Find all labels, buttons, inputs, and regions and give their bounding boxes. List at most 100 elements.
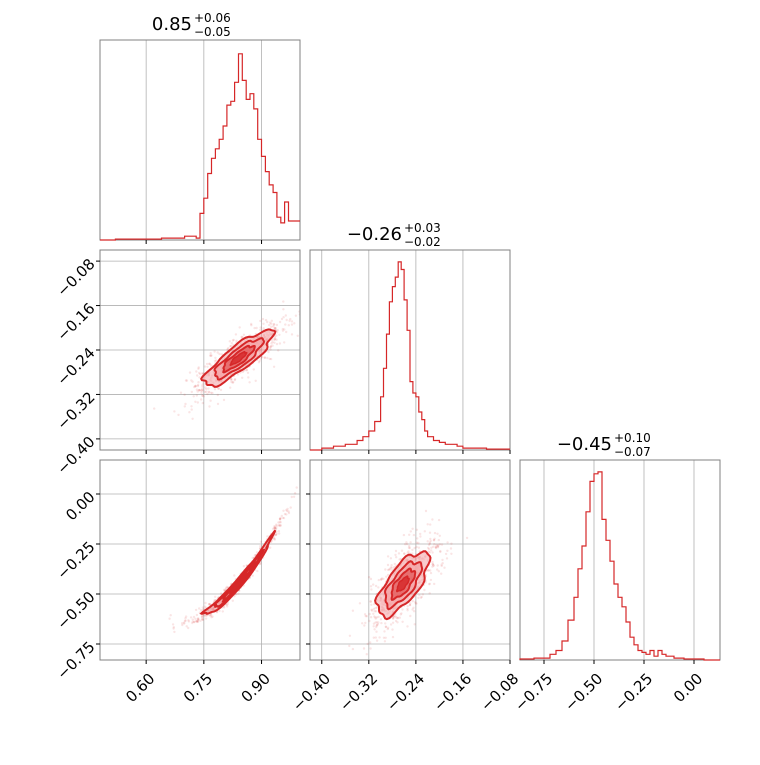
scatter-point <box>208 603 211 606</box>
hist0-title-median: 0.85 <box>152 14 192 35</box>
scatter-point <box>279 524 282 527</box>
scatter-point <box>268 346 272 349</box>
scatter-point <box>280 317 284 321</box>
scatter-point <box>210 613 213 617</box>
scatter-point <box>230 342 233 345</box>
scatter-point <box>225 585 228 589</box>
scatter-point <box>191 417 194 420</box>
scatter-point <box>269 345 273 348</box>
scatter-point <box>259 319 262 323</box>
scatter-point <box>280 514 283 518</box>
scatter-point <box>427 569 430 572</box>
scatter-point <box>205 390 208 393</box>
scatter-point <box>188 371 192 374</box>
scatter-point <box>375 630 378 633</box>
scatter-point <box>226 603 229 606</box>
scatter-point <box>411 608 414 611</box>
scatter-point <box>446 541 449 544</box>
scatter-point <box>233 378 236 382</box>
c10-marks <box>153 300 300 420</box>
scatter-point <box>375 624 379 627</box>
scatter-point <box>375 639 379 642</box>
scatter-point <box>374 610 378 613</box>
scatter-point <box>433 531 437 535</box>
scatter-point <box>426 523 429 526</box>
c10-ylabel-3: −0.32 <box>53 388 98 433</box>
scatter-point <box>438 534 441 537</box>
scatter-point <box>200 389 203 392</box>
scatter-point <box>429 569 432 572</box>
scatter-point <box>241 376 244 379</box>
scatter-point <box>414 600 417 604</box>
c10-ylabel-0: −0.08 <box>53 255 98 300</box>
scatter-point <box>253 326 256 330</box>
hist0-title-upper: +0.06 <box>194 11 231 25</box>
scatter-point <box>288 319 291 322</box>
scatter-point <box>431 563 434 566</box>
scatter-point <box>197 366 200 369</box>
scatter-point <box>431 551 434 554</box>
scatter-point <box>222 398 226 402</box>
scatter-point <box>432 564 435 567</box>
scatter-point <box>184 402 187 406</box>
scatter-point <box>386 555 390 558</box>
scatter-point <box>195 619 198 623</box>
scatter-point <box>226 348 229 351</box>
scatter-point <box>275 524 279 527</box>
scatter-point <box>201 387 204 391</box>
scatter-point <box>277 530 281 533</box>
scatter-point <box>278 523 281 527</box>
scatter-point <box>207 390 210 393</box>
scatter-point <box>259 357 263 360</box>
c21-xlabel-1: −0.32 <box>336 670 381 715</box>
scatter-point <box>278 518 282 521</box>
scatter-point <box>191 620 194 623</box>
scatter-point <box>396 616 400 619</box>
scatter-point <box>277 521 280 524</box>
scatter-point <box>369 600 372 603</box>
scatter-point <box>391 621 395 624</box>
scatter-point <box>278 320 282 324</box>
scatter-point <box>279 524 282 528</box>
scatter-point <box>284 314 287 317</box>
scatter-point <box>380 578 383 581</box>
hist2-xlabel-0: −0.75 <box>511 670 556 715</box>
scatter-point <box>434 546 438 550</box>
scatter-point <box>215 611 219 614</box>
scatter-point <box>278 333 281 336</box>
scatter-point <box>415 528 419 531</box>
scatter-point <box>231 599 234 602</box>
scatter-point <box>194 400 197 403</box>
scatter-point <box>400 612 403 615</box>
scatter-point <box>379 618 383 621</box>
scatter-point <box>412 606 415 609</box>
scatter-point <box>274 337 277 340</box>
scatter-point <box>287 511 291 515</box>
scatter-point <box>229 345 232 348</box>
scatter-point <box>386 627 389 631</box>
scatter-point <box>384 622 387 625</box>
scatter-point <box>372 607 375 611</box>
scatter-point <box>364 614 367 618</box>
scatter-point <box>433 537 436 540</box>
scatter-point <box>222 588 226 592</box>
scatter-point <box>181 623 184 627</box>
scatter-point <box>210 391 213 394</box>
scatter-point <box>295 486 298 489</box>
c20-ylabel-2: −0.50 <box>53 588 98 633</box>
scatter-point <box>242 333 246 336</box>
scatter-point <box>200 398 203 401</box>
scatter-point <box>224 588 227 591</box>
scatter-point <box>361 622 364 625</box>
scatter-point <box>439 549 442 553</box>
scatter-point <box>203 614 206 617</box>
scatter-point <box>200 372 204 375</box>
scatter-point <box>405 541 408 544</box>
scatter-point <box>233 378 237 381</box>
scatter-point <box>241 370 245 374</box>
scatter-point <box>268 357 271 361</box>
scatter-point <box>403 552 406 555</box>
scatter-point <box>248 381 251 384</box>
scatter-point <box>389 623 393 626</box>
c20-marks <box>168 486 300 634</box>
